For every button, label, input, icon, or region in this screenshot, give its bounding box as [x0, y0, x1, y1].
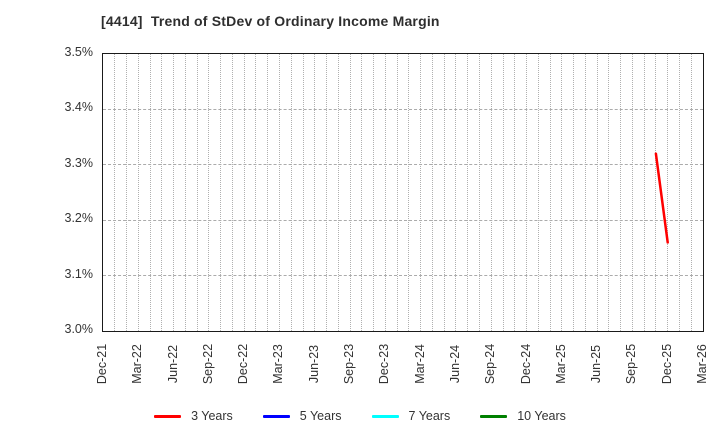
- vertical-gridline: [373, 54, 375, 331]
- legend-item-7-years: 7 Years: [371, 409, 451, 423]
- vertical-gridline: [349, 54, 351, 331]
- x-tick-label: Jun-22: [165, 344, 180, 384]
- x-tick-label: Jun-23: [306, 344, 321, 384]
- chart-title: [4414] Trend of StDev of Ordinary Income…: [101, 13, 440, 29]
- x-tick-label: Mar-22: [130, 344, 145, 384]
- x-tick-label: Dec-23: [377, 343, 392, 385]
- legend-swatch-icon: [154, 414, 182, 418]
- vertical-gridline: [655, 54, 657, 331]
- legend-item-3-years: 3 Years: [154, 409, 233, 423]
- vertical-gridline: [514, 54, 516, 331]
- x-tick-label: Mar-24: [412, 344, 427, 384]
- legend-swatch-icon: [480, 414, 508, 418]
- x-tick-label: Mar-23: [271, 344, 286, 384]
- vertical-gridline: [302, 54, 304, 331]
- vertical-gridline: [196, 54, 198, 331]
- legend-item-10-years: 10 Years: [480, 409, 566, 423]
- x-tick-label: Dec-25: [659, 343, 674, 385]
- vertical-gridline: [184, 54, 186, 331]
- x-tick-label: Jun-24: [447, 344, 462, 384]
- vertical-gridline: [384, 54, 386, 331]
- x-tick-label: Sep-23: [342, 343, 357, 385]
- vertical-gridline: [337, 54, 339, 331]
- legend-label: 3 Years: [191, 409, 233, 423]
- vertical-gridline: [243, 54, 245, 331]
- horizontal-gridline: [103, 219, 703, 221]
- x-tick-label: Dec-24: [518, 343, 533, 385]
- vertical-gridline: [443, 54, 445, 331]
- legend-swatch-icon: [262, 414, 290, 418]
- vertical-gridline: [502, 54, 504, 331]
- x-tick-label: Dec-21: [95, 343, 109, 385]
- x-tick-label: Mar-25: [553, 344, 568, 384]
- vertical-gridline: [408, 54, 410, 331]
- vertical-gridline: [620, 54, 622, 331]
- y-tick-label: 3.0%: [64, 322, 94, 336]
- legend-swatch-icon: [371, 414, 399, 418]
- horizontal-gridline: [103, 275, 703, 277]
- vertical-gridline: [467, 54, 469, 331]
- vertical-gridline: [255, 54, 257, 331]
- vertical-gridline: [290, 54, 292, 331]
- x-tick-label: Jun-25: [589, 344, 604, 384]
- vertical-gridline: [526, 54, 528, 331]
- x-tick-label: Sep-22: [200, 343, 215, 385]
- y-tick-label: 3.1%: [64, 266, 94, 281]
- vertical-gridline: [596, 54, 598, 331]
- vertical-gridline: [584, 54, 586, 331]
- vertical-gridline: [678, 54, 680, 331]
- vertical-gridline: [537, 54, 539, 331]
- legend-label: 5 Years: [299, 409, 342, 423]
- vertical-gridline: [126, 54, 128, 331]
- y-tick-label: 3.2%: [64, 211, 94, 226]
- series-line-3-years: [654, 152, 669, 244]
- x-tick-label: Mar-26: [695, 344, 709, 384]
- vertical-gridline: [431, 54, 433, 331]
- vertical-gridline: [561, 54, 563, 331]
- vertical-gridline: [573, 54, 575, 331]
- x-tick-label: Dec-22: [236, 343, 251, 385]
- series-lines: [654, 152, 669, 244]
- vertical-gridline: [137, 54, 139, 331]
- vertical-gridline: [396, 54, 398, 331]
- vertical-gridline: [490, 54, 492, 331]
- y-tick-label: 3.5%: [64, 45, 94, 59]
- legend-item-5-years: 5 Years: [262, 409, 342, 423]
- vertical-gridline: [420, 54, 422, 331]
- vertical-gridline: [608, 54, 610, 331]
- vertical-gridline: [114, 54, 116, 331]
- vertical-gridline: [690, 54, 692, 331]
- vertical-gridline: [643, 54, 645, 331]
- vertical-gridline: [267, 54, 269, 331]
- vertical-gridline: [173, 54, 175, 331]
- y-tick-label: 3.4%: [64, 100, 94, 115]
- vertical-gridline: [278, 54, 280, 331]
- x-tick-label: Sep-25: [624, 343, 639, 385]
- y-tick-label: 3.3%: [64, 155, 94, 170]
- vertical-gridline: [667, 54, 669, 331]
- vertical-gridline: [326, 54, 328, 331]
- vertical-gridline: [478, 54, 480, 331]
- legend: 3 Years 5 Years 7 Years 10 Years: [0, 403, 720, 429]
- vertical-gridline: [161, 54, 163, 331]
- horizontal-gridline: [103, 108, 703, 110]
- vertical-gridline: [631, 54, 633, 331]
- vertical-gridline: [231, 54, 233, 331]
- plot-area: [102, 53, 704, 332]
- legend-label: 10 Years: [517, 409, 566, 423]
- x-tick-label: Sep-24: [483, 343, 498, 385]
- vertical-gridline: [220, 54, 222, 331]
- vertical-gridline: [549, 54, 551, 331]
- vertical-gridline: [208, 54, 210, 331]
- vertical-gridline: [314, 54, 316, 331]
- legend-label: 7 Years: [408, 409, 451, 423]
- vertical-gridline: [361, 54, 363, 331]
- vertical-gridline: [149, 54, 151, 331]
- vertical-gridline: [455, 54, 457, 331]
- horizontal-gridline: [103, 164, 703, 166]
